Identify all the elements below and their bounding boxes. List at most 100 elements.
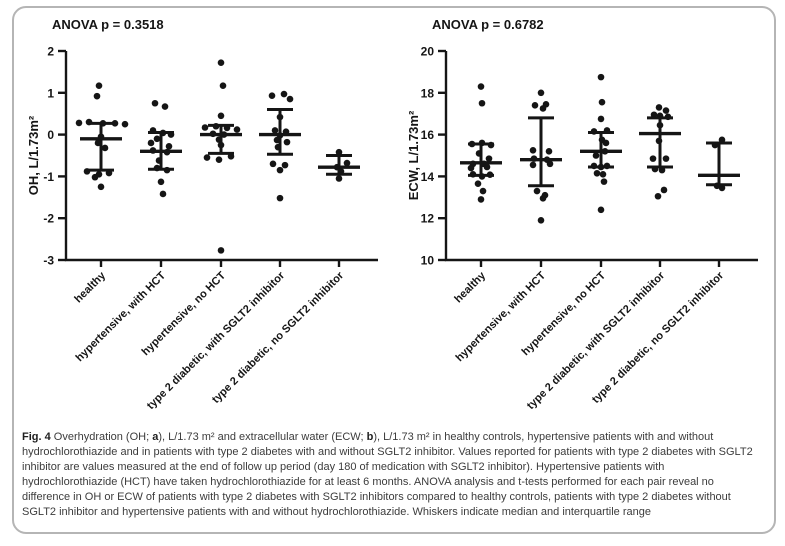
data-point	[662, 107, 670, 114]
anova-p-label: ANOVA p = 0.6782	[432, 17, 544, 32]
data-point	[600, 178, 608, 185]
data-point	[217, 247, 225, 254]
data-point	[75, 119, 83, 127]
data-point	[546, 160, 554, 168]
y-tick-label: 10	[421, 254, 435, 268]
data-point	[268, 92, 276, 100]
data-point	[479, 187, 487, 195]
ecw-scatter-plot: ANOVA p = 0.6782201816141210healthyhyper…	[406, 17, 758, 412]
y-axis-label: OH, L/1.73m²	[26, 115, 41, 195]
data-point	[529, 161, 537, 169]
category-label: healthy	[452, 269, 488, 305]
caption-ref-a: a	[152, 431, 159, 443]
anova-p-label: ANOVA p = 0.3518	[52, 17, 164, 32]
data-point	[91, 173, 99, 181]
data-point	[343, 159, 351, 167]
data-point	[203, 154, 211, 161]
data-point	[217, 112, 225, 120]
category-label: type 2 diabetic, no SGLT2 inhibitor	[590, 269, 727, 406]
y-tick-label: 2	[47, 45, 54, 59]
data-point	[529, 146, 537, 154]
y-tick-label: -2	[43, 212, 54, 226]
data-point	[269, 160, 277, 168]
data-point	[217, 59, 225, 67]
data-point	[545, 148, 553, 155]
y-tick-label: 1	[47, 86, 54, 100]
data-point	[219, 82, 227, 89]
data-point	[655, 104, 663, 111]
data-point	[597, 115, 605, 123]
data-point	[602, 139, 610, 147]
data-point	[276, 166, 284, 174]
caption-fig-label: Fig. 4	[22, 431, 51, 443]
caption-seg2: ), L/1.73 m² and extracellular water (EC…	[158, 431, 367, 443]
data-point	[599, 171, 607, 178]
data-point	[477, 83, 485, 90]
y-tick-label: 20	[421, 45, 435, 59]
category-label: type 2 diabetic, no SGLT2 inhibitor	[210, 269, 347, 406]
data-point	[161, 103, 169, 110]
data-point	[537, 89, 545, 97]
data-point	[95, 82, 103, 89]
data-point	[165, 143, 173, 150]
data-point	[335, 148, 343, 156]
data-point	[93, 92, 101, 100]
data-point	[111, 120, 119, 127]
oh-scatter-plot: ANOVA p = 0.3518210-1-2-3healthyhyperten…	[26, 17, 378, 412]
data-point	[592, 152, 600, 159]
y-tick-label: -3	[43, 254, 54, 268]
data-point	[533, 187, 541, 195]
caption-ref-b: b	[366, 431, 374, 443]
data-point	[151, 99, 159, 107]
data-point	[467, 164, 475, 172]
y-axis-label: ECW, L/1.73m²	[406, 110, 421, 200]
y-tick-label: 12	[421, 212, 435, 226]
data-point	[335, 175, 343, 182]
data-point	[593, 169, 601, 177]
data-point	[537, 216, 545, 224]
data-point	[215, 156, 223, 163]
data-point	[654, 192, 662, 200]
data-point	[153, 135, 161, 143]
data-point	[159, 190, 167, 198]
y-tick-label: -1	[43, 170, 54, 184]
data-point	[662, 155, 670, 162]
data-point	[271, 127, 279, 134]
data-point	[281, 161, 289, 169]
data-point	[101, 144, 109, 152]
data-point	[660, 186, 668, 194]
data-point	[201, 124, 209, 131]
data-point	[539, 105, 547, 112]
data-point	[276, 194, 284, 202]
data-point	[147, 139, 155, 147]
category-label: healthy	[72, 269, 108, 305]
figure-card: ANOVA p = 0.3518 2 1 0 -1 -2 -3 healthy hyperten…	[12, 6, 776, 534]
data-point	[474, 180, 482, 188]
data-point	[121, 120, 129, 128]
data-point	[531, 102, 539, 109]
data-point	[478, 99, 486, 107]
data-point	[97, 183, 105, 191]
data-point	[283, 138, 291, 146]
y-tick-label: 14	[421, 170, 435, 184]
data-point	[597, 73, 605, 81]
data-point	[597, 206, 605, 214]
data-point	[477, 196, 485, 203]
data-point	[286, 95, 294, 103]
figure-caption: Fig. 4 Overhydration (OH; a), L/1.73 m² …	[22, 430, 762, 520]
caption-seg3: ), L/1.73 m² in healthy controls, hypert…	[22, 431, 753, 518]
data-point	[485, 155, 493, 162]
y-tick-label: 18	[421, 86, 435, 100]
data-point	[539, 195, 547, 202]
plots-row: ANOVA p = 0.3518 2 1 0 -1 -2 -3 healthy hyperten…	[14, 8, 774, 432]
data-point	[157, 178, 165, 186]
data-point	[233, 126, 241, 133]
data-point	[649, 155, 657, 162]
data-point	[483, 163, 491, 171]
y-tick-label: 0	[47, 128, 54, 142]
data-point	[598, 98, 606, 106]
data-point	[280, 90, 288, 98]
y-tick-label: 16	[421, 128, 435, 142]
caption-seg1: Overhydration (OH;	[50, 431, 153, 443]
